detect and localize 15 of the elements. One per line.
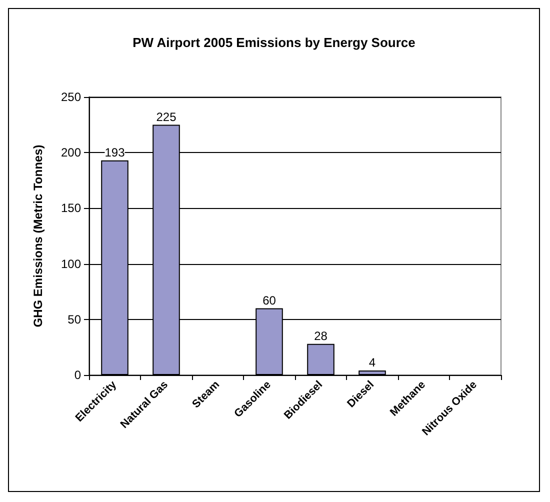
data-label: 60 — [262, 293, 276, 308]
y-tick-label: 100 — [60, 256, 82, 271]
y-axis-title: GHG Emissions (Metric Tonnes) — [31, 144, 45, 328]
bar — [358, 370, 386, 375]
y-tick-label: 250 — [60, 90, 82, 104]
chart-title: PW Airport 2005 Emissions by Energy Source — [132, 35, 416, 50]
data-label: 28 — [314, 328, 328, 343]
data-label: 193 — [104, 145, 126, 160]
y-tick-label: 0 — [74, 368, 82, 382]
data-label: 225 — [156, 110, 177, 124]
data-label: 4 — [368, 356, 376, 370]
y-tick-label: 50 — [68, 312, 82, 326]
bar — [307, 344, 334, 375]
y-tick-label: 150 — [60, 201, 82, 216]
y-tick-label: 200 — [60, 146, 82, 160]
